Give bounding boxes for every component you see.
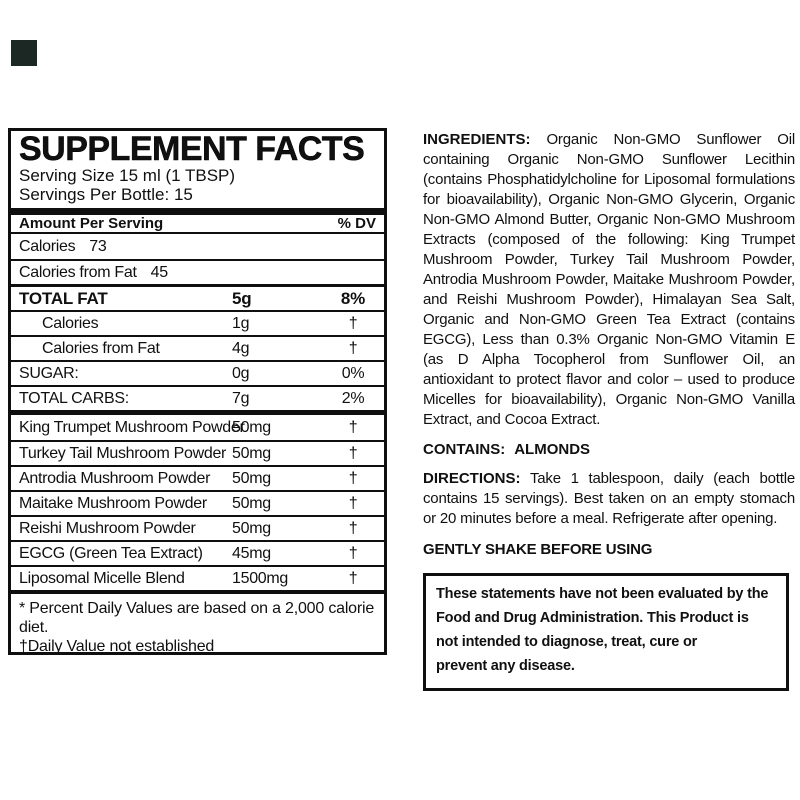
row-daily-value: †: [348, 339, 358, 357]
supplement-facts-panel: SUPPLEMENT FACTS Serving Size 15 ml (1 T…: [8, 128, 387, 655]
row-amount: 50mg: [232, 469, 271, 487]
row-amount: 7g: [232, 389, 250, 407]
table-header: Amount Per Serving % DV: [11, 215, 384, 234]
row-daily-value: †: [348, 544, 358, 562]
row-daily-value: †: [348, 569, 358, 587]
row-amount: 1500mg: [232, 569, 289, 587]
row-label: Calories from Fat: [19, 263, 137, 281]
row-amount: 5g: [232, 288, 252, 308]
row-daily-value: †: [348, 469, 358, 487]
row-amount: 0g: [232, 364, 250, 382]
row-daily-value: †: [348, 314, 358, 332]
table-row: TOTAL FAT 5g 8%: [11, 284, 384, 310]
row-label: King Trumpet Mushroom Powder: [19, 418, 245, 436]
ingredients-label: INGREDIENTS:: [423, 131, 531, 148]
percent-dv-label: % DV: [337, 215, 376, 232]
row-amount: 50mg: [232, 519, 271, 537]
row-label: Liposomal Micelle Blend: [19, 569, 185, 587]
footnote-dv-basis: * Percent Daily Values are based on a 2,…: [19, 600, 375, 636]
row-amount: 1g: [232, 314, 250, 332]
fda-disclaimer-box: These statements have not been evaluated…: [423, 573, 789, 691]
table-row: Calories from Fat 4g †: [11, 335, 384, 360]
footnote-divider: [11, 590, 384, 594]
footnote: * Percent Daily Values are based on a 2,…: [11, 594, 384, 656]
row-daily-value: †: [348, 418, 358, 436]
serving-size: Serving Size 15 ml (1 TBSP): [19, 166, 236, 185]
directions-label: DIRECTIONS:: [423, 470, 521, 487]
row-label: SUGAR:: [19, 364, 79, 382]
table-row: Calories 73: [11, 234, 384, 259]
row-daily-value: †: [348, 444, 358, 462]
row-daily-value: 0%: [341, 364, 365, 382]
right-column: INGREDIENTS: Organic Non-GMO Sunflower O…: [423, 130, 795, 691]
table-row: Turkey Tail Mushroom Powder 50mg †: [11, 440, 384, 465]
row-label: Maitake Mushroom Powder: [19, 494, 207, 512]
row-amount: 50mg: [232, 418, 271, 436]
row-label: TOTAL CARBS:: [19, 389, 129, 407]
row-label: Calories: [19, 237, 76, 255]
row-amount: 4g: [232, 339, 250, 357]
row-daily-value: †: [348, 519, 358, 537]
amount-per-serving-label: Amount Per Serving: [19, 215, 164, 232]
row-label: Calories: [42, 314, 99, 332]
table-row: EGCG (Green Tea Extract) 45mg †: [11, 540, 384, 565]
row-inline-value: 45: [150, 263, 169, 281]
servings-per-bottle: Servings Per Bottle: 15: [19, 185, 193, 204]
nutrition-rows: Calories 73 Calories from Fat 45 TOTAL FAT 5g…: [11, 234, 384, 590]
row-label: Calories from Fat: [42, 339, 160, 357]
panel-title: SUPPLEMENT FACTS: [19, 130, 365, 168]
row-amount: 50mg: [232, 494, 271, 512]
row-inline-value: 73: [89, 237, 107, 255]
contains-label: CONTAINS:: [423, 441, 506, 458]
row-daily-value: 8%: [340, 288, 366, 308]
ingredients-text: Organic Non-GMO Sunflower Oil containing…: [423, 131, 795, 428]
ingredients-paragraph: INGREDIENTS: Organic Non-GMO Sunflower O…: [423, 130, 795, 430]
footnote-dagger: †Daily Value not established: [19, 638, 215, 655]
thick-divider: [11, 208, 384, 215]
table-row: TOTAL CARBS: 7g 2%: [11, 385, 384, 410]
row-amount: 45mg: [232, 544, 271, 562]
table-row: Antrodia Mushroom Powder 50mg †: [11, 465, 384, 490]
row-label: Reishi Mushroom Powder: [19, 519, 196, 537]
shake-notice: GENTLY SHAKE BEFORE USING: [423, 541, 653, 558]
table-row: King Trumpet Mushroom Powder 50mg †: [11, 415, 384, 440]
color-swatch: [11, 40, 37, 66]
section-divider: [11, 410, 384, 415]
row-label: EGCG (Green Tea Extract): [19, 544, 203, 562]
contains-value: ALMONDS: [514, 441, 591, 458]
row-amount: 50mg: [232, 444, 271, 462]
table-row: Liposomal Micelle Blend 1500mg †: [11, 565, 384, 590]
row-label: Antrodia Mushroom Powder: [19, 469, 211, 487]
table-row: SUGAR: 0g 0%: [11, 360, 384, 385]
table-row: Reishi Mushroom Powder 50mg †: [11, 515, 384, 540]
row-daily-value: †: [348, 494, 358, 512]
table-row: Maitake Mushroom Powder 50mg †: [11, 490, 384, 515]
row-label: TOTAL FAT: [19, 288, 108, 308]
table-row: Calories from Fat 45: [11, 259, 384, 284]
contains-line: CONTAINS: ALMONDS: [423, 441, 795, 458]
row-label: Turkey Tail Mushroom Powder: [19, 444, 227, 462]
directions-paragraph: DIRECTIONS: Take 1 tablespoon, daily (ea…: [423, 469, 795, 529]
directions-text: Take 1 tablespoon, daily (each bottle co…: [423, 470, 795, 527]
row-daily-value: 2%: [341, 389, 365, 407]
table-row: Calories 1g †: [11, 310, 384, 335]
